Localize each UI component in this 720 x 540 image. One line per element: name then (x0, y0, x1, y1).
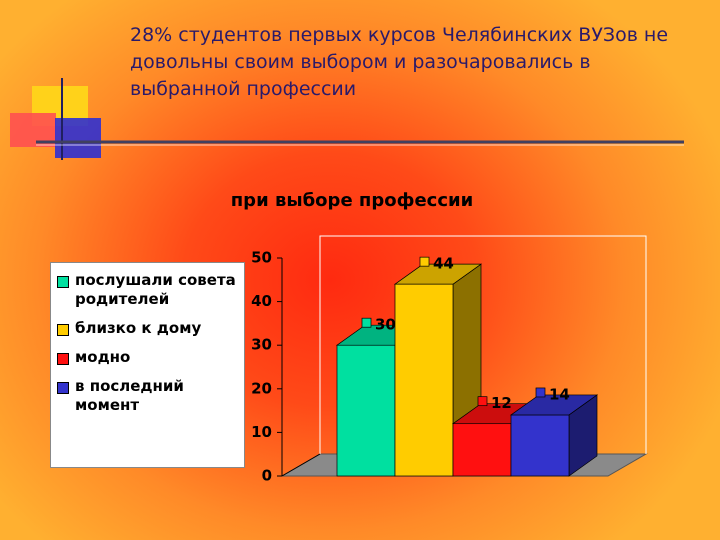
legend-label: послушали совета родителей (75, 271, 236, 308)
y-tick-label: 40 (251, 292, 272, 310)
bar (452, 423, 512, 477)
legend-swatch (57, 353, 69, 365)
label-marker (535, 387, 546, 398)
back-wall (319, 235, 647, 454)
y-axis (281, 453, 321, 477)
bar-top (393, 263, 483, 285)
label-marker (477, 396, 488, 407)
legend-item: модно (57, 348, 240, 367)
y-tick-label: 50 (251, 249, 272, 267)
legend-item: в последний момент (57, 377, 240, 415)
legend-swatch (57, 382, 69, 394)
legend: послушали совета родителей близко к дому м… (50, 262, 245, 468)
y-tick-label: 0 (262, 467, 272, 485)
legend-item: послушали совета родителей (57, 271, 240, 309)
data-label: 44 (433, 255, 454, 273)
y-tick-label: 30 (251, 336, 272, 354)
legend-label: близко к дому (75, 319, 202, 337)
data-label: 30 (375, 316, 396, 334)
y-tick-label: 10 (251, 423, 272, 441)
data-label: 14 (549, 385, 570, 403)
bar (394, 283, 454, 477)
bar (336, 344, 396, 477)
legend-label: в последний момент (75, 377, 184, 414)
data-label: 12 (491, 394, 512, 412)
legend-swatch (57, 324, 69, 336)
legend-swatch (57, 276, 69, 288)
label-marker (419, 256, 430, 267)
bar-top (509, 394, 599, 416)
y-tick-label: 20 (251, 379, 272, 397)
bar (510, 414, 570, 477)
legend-item: близко к дому (57, 319, 240, 338)
legend-label: модно (75, 348, 131, 366)
slide-title: 28% студентов первых курсов Челябинских … (130, 24, 669, 100)
label-marker (361, 317, 372, 328)
chart-title: при выборе профессии (231, 190, 473, 211)
